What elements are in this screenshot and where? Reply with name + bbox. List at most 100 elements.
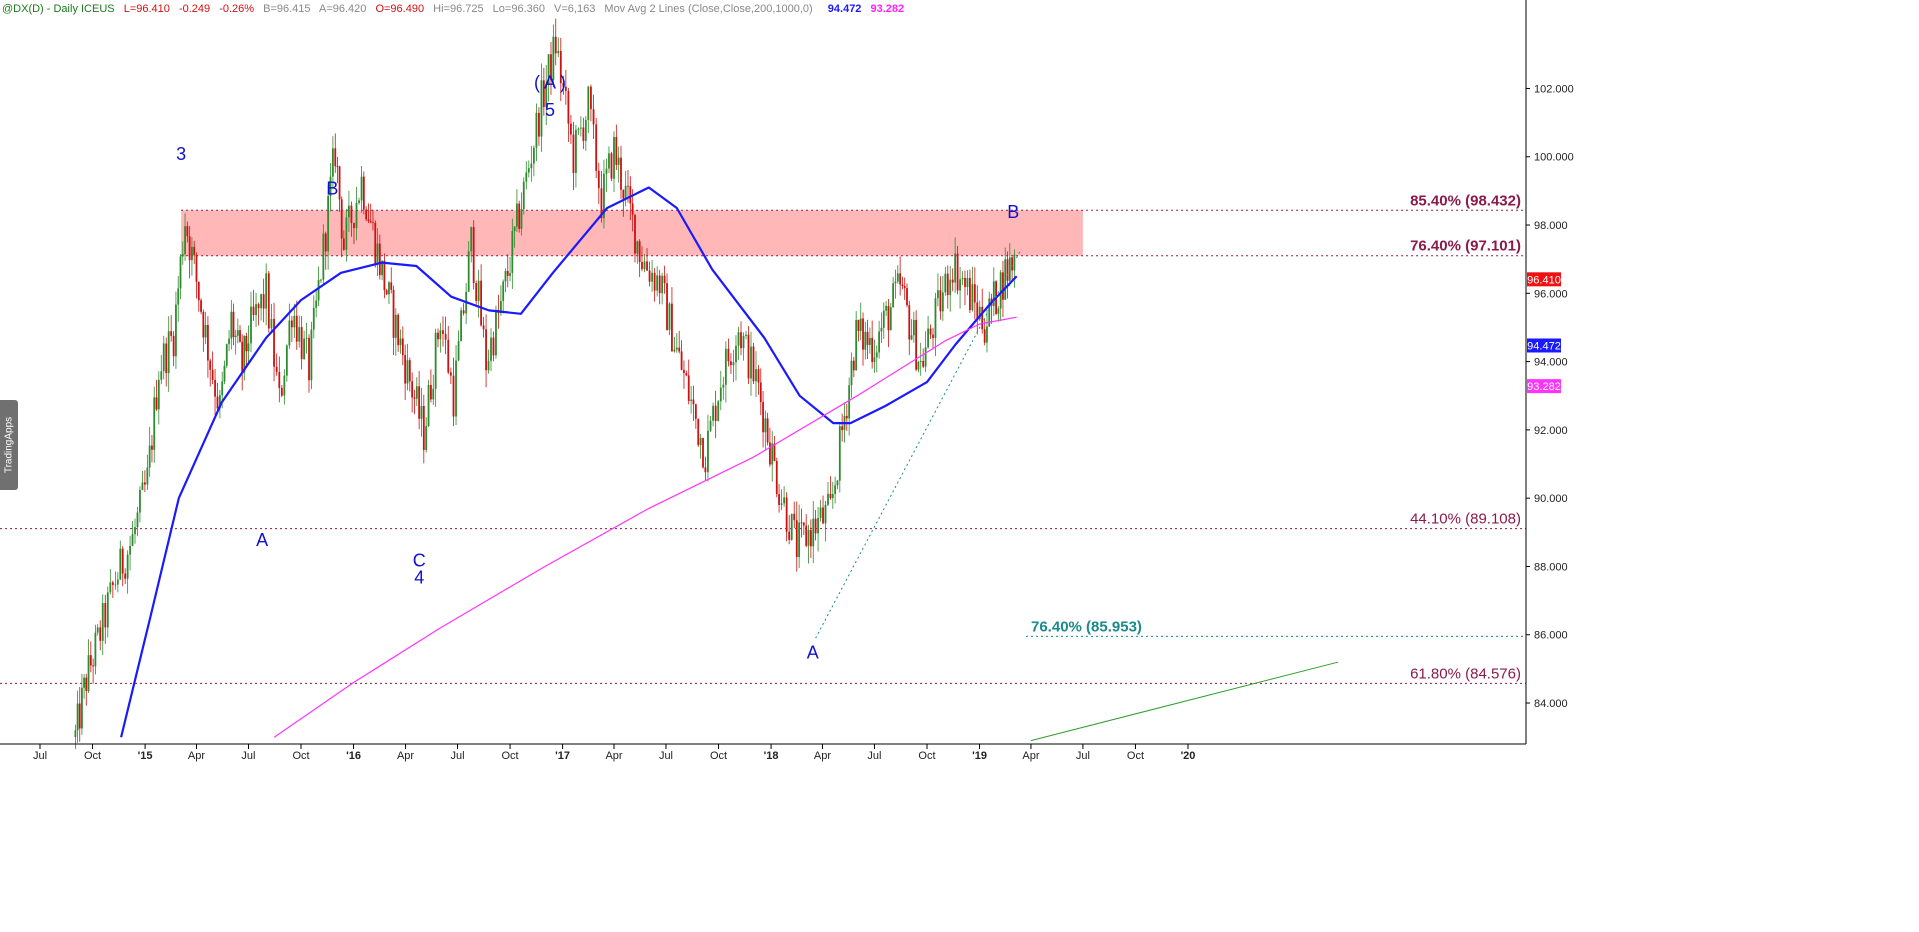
candle-body	[516, 203, 518, 227]
candle	[855, 311, 858, 371]
candle-body	[608, 153, 610, 169]
candle-body	[755, 369, 757, 382]
candle-body	[1006, 259, 1009, 281]
candle	[850, 352, 853, 398]
trendline-1	[1030, 661, 1339, 742]
candle	[564, 69, 567, 105]
candle	[694, 403, 697, 429]
y-tick-label-9: 102.000	[1534, 83, 1574, 95]
candle-body	[929, 328, 932, 335]
candle	[96, 624, 99, 636]
candle	[392, 285, 395, 356]
candle-body	[288, 320, 291, 346]
candle	[167, 316, 170, 392]
candle	[104, 594, 107, 644]
x-tick-label-16: Jul	[867, 750, 881, 762]
fib-label-4: 61.80% (84.576)	[1410, 665, 1521, 682]
candle-body	[685, 373, 688, 376]
candle	[485, 314, 487, 388]
candle-body	[360, 176, 363, 201]
candle-body	[265, 273, 268, 309]
candle-body	[211, 369, 214, 380]
candle-body	[827, 493, 829, 505]
candle-body	[742, 335, 745, 349]
candle-body	[983, 329, 986, 343]
candle-body	[855, 319, 858, 371]
x-tick-label-0: Jul	[33, 750, 47, 762]
candle-body	[495, 309, 497, 356]
candle-body	[449, 372, 452, 376]
candle-body	[1011, 257, 1013, 271]
candle	[397, 313, 400, 352]
candle-body	[295, 315, 298, 342]
candle-body	[455, 360, 457, 417]
candle-body	[401, 338, 404, 356]
side-tab-tradingapps[interactable]: TradingApps	[0, 400, 18, 490]
candle	[444, 316, 447, 355]
candle	[214, 369, 216, 415]
x-tick-label-6: '16	[346, 750, 361, 762]
wave-label-1: B	[326, 178, 338, 198]
candle	[570, 114, 572, 144]
candle-body	[331, 148, 334, 177]
candle	[525, 161, 528, 190]
candle-body	[195, 254, 198, 282]
candle	[78, 686, 81, 742]
x-tick-label-7: Apr	[397, 750, 414, 762]
candle	[673, 336, 676, 353]
candle-body	[692, 399, 695, 405]
candle-body	[338, 166, 341, 200]
candle	[273, 302, 275, 382]
candle-body	[917, 361, 920, 370]
candle-body	[924, 347, 927, 367]
candle-body	[603, 173, 605, 219]
candle-body	[671, 303, 673, 352]
moving-average-200	[120, 186, 1018, 738]
candle-body	[146, 467, 149, 485]
candle	[415, 377, 418, 407]
candle	[680, 340, 683, 371]
candle	[134, 518, 136, 544]
candle	[663, 265, 666, 294]
wave-label-8: B	[1007, 202, 1019, 222]
candle	[324, 231, 327, 270]
candle	[165, 337, 168, 387]
candle-body	[997, 308, 1000, 314]
candle-body	[724, 348, 727, 385]
candle-body	[819, 507, 822, 518]
candle-body	[432, 388, 435, 400]
candle	[460, 307, 462, 342]
candle-body	[699, 437, 702, 445]
candle-body	[764, 418, 767, 433]
candle-body	[831, 493, 834, 499]
candle	[542, 67, 545, 116]
candle-body	[605, 168, 608, 174]
candle	[305, 322, 308, 354]
candle	[771, 431, 774, 482]
candle	[941, 275, 944, 321]
candle-body	[83, 677, 85, 688]
candle-body	[848, 385, 851, 419]
candle	[697, 418, 700, 447]
candle	[613, 131, 615, 193]
x-tick-label-9: Oct	[501, 750, 518, 762]
candle	[848, 377, 851, 436]
candle	[197, 281, 200, 312]
candle	[83, 674, 85, 699]
candle	[755, 351, 757, 398]
candle-body	[937, 290, 939, 299]
candle	[908, 300, 911, 356]
candle	[385, 288, 388, 296]
fib-label-1: 76.40% (97.101)	[1410, 238, 1521, 255]
candle	[641, 246, 643, 272]
candle-body	[868, 337, 871, 345]
candle-body	[648, 270, 651, 282]
candle-body	[411, 381, 414, 398]
candle-body	[793, 513, 796, 521]
candle-body	[949, 279, 952, 296]
candle	[139, 486, 141, 523]
header-ask: A=96.420	[319, 3, 366, 15]
candle-body	[234, 335, 237, 338]
candle-body	[275, 366, 278, 372]
